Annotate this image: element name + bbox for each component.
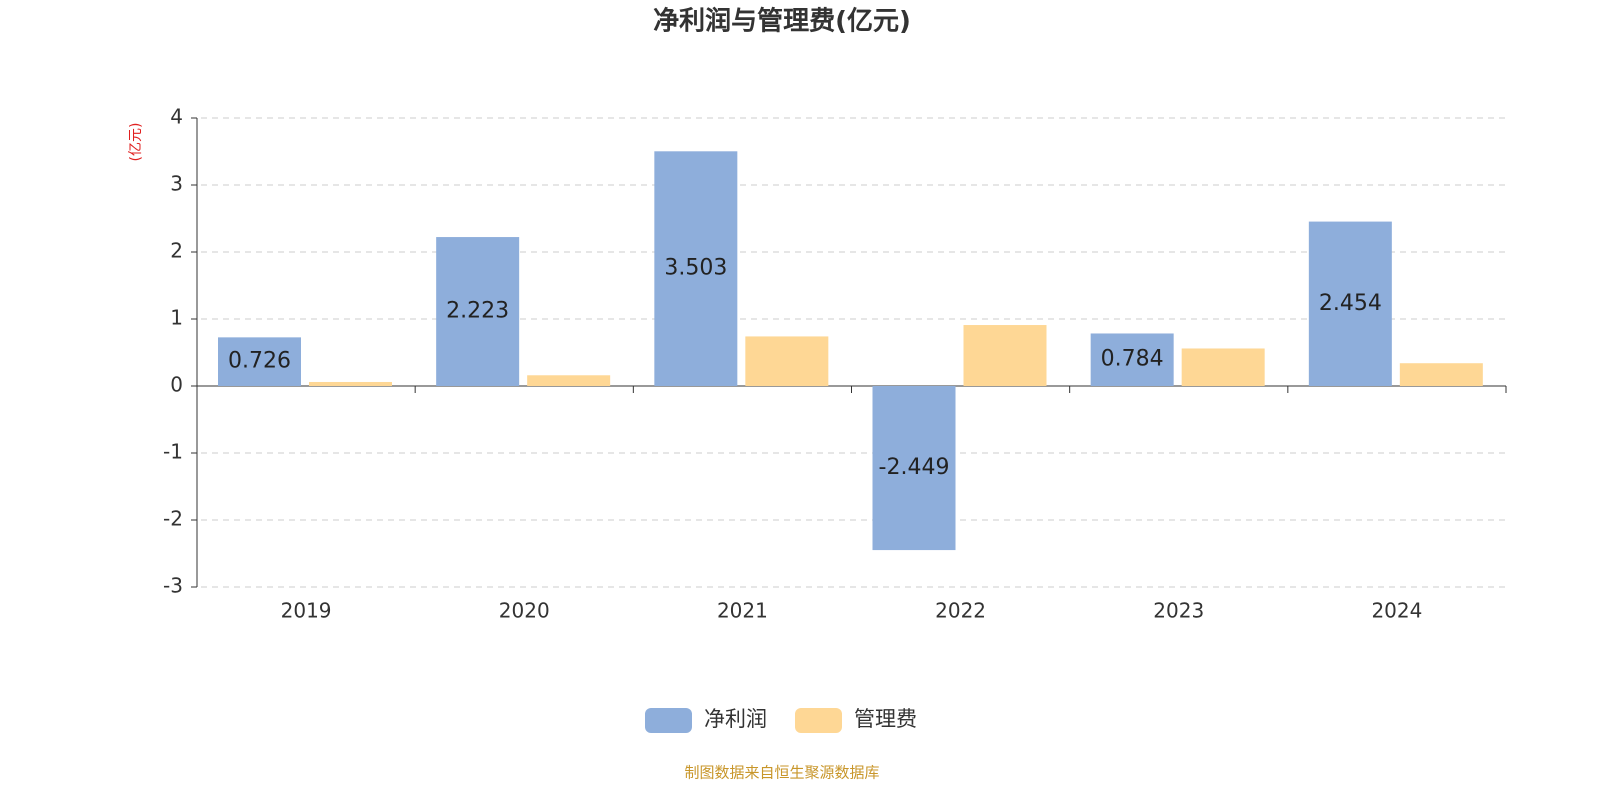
y-tick-label: 3 — [170, 172, 183, 196]
y-tick-label: 4 — [170, 105, 183, 129]
y-tick-label: -2 — [163, 507, 183, 531]
bar — [872, 386, 956, 551]
legend-swatch — [795, 708, 842, 733]
x-tick-label: 2021 — [717, 599, 768, 623]
bar — [309, 381, 392, 386]
bar — [745, 336, 829, 386]
x-tick-label: 2019 — [281, 599, 332, 623]
data-label: 2.454 — [1319, 291, 1382, 316]
y-tick-label: -3 — [163, 574, 183, 598]
bar — [1090, 333, 1174, 386]
bar — [1399, 363, 1483, 386]
legend-label: 管理费 — [854, 707, 917, 731]
bar — [436, 237, 520, 386]
x-tick-label: 2020 — [499, 599, 550, 623]
x-tick-label: 2022 — [935, 599, 986, 623]
data-label: 0.784 — [1101, 347, 1164, 372]
source-note: 制图数据来自恒生聚源数据库 — [684, 764, 879, 782]
x-tick-label: 2024 — [1371, 599, 1422, 623]
y-tick-label: 1 — [170, 306, 183, 330]
bar — [527, 375, 611, 386]
x-tick-label: 2023 — [1153, 599, 1204, 623]
data-label: -2.449 — [879, 455, 950, 480]
data-label: 0.726 — [228, 349, 291, 374]
bar — [1308, 221, 1392, 386]
data-label: 3.503 — [664, 256, 727, 281]
legend-label: 净利润 — [704, 707, 767, 731]
bar — [963, 325, 1047, 386]
y-tick-label: 2 — [170, 239, 183, 263]
y-tick-label: -1 — [163, 440, 183, 464]
bar — [218, 337, 301, 386]
legend-swatch — [645, 708, 692, 733]
chart-title: 净利润与管理费(亿元) — [653, 6, 911, 37]
y-axis-label: (亿元) — [128, 123, 144, 162]
bar — [654, 151, 738, 386]
y-tick-label: 0 — [170, 373, 183, 397]
data-label: 2.223 — [446, 299, 509, 324]
bar — [1181, 348, 1265, 386]
